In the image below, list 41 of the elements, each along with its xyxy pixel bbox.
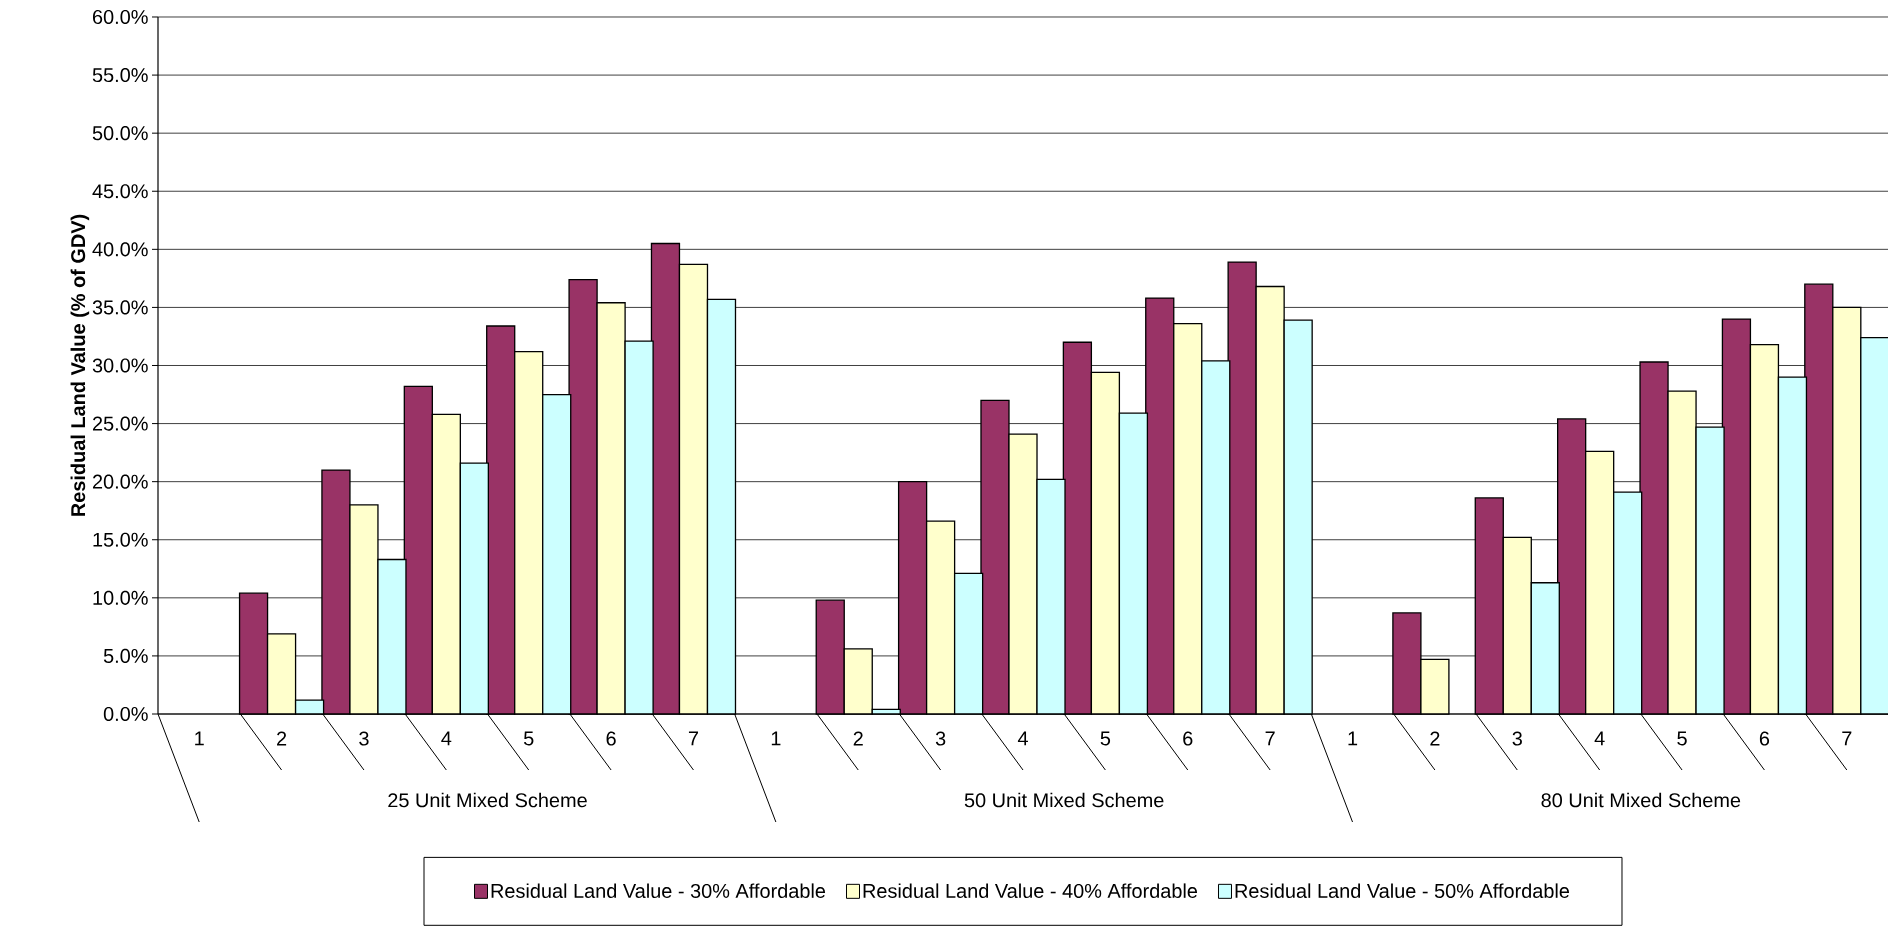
y-tick-label: 25.0% xyxy=(92,416,148,431)
x-tick-label: 7 xyxy=(1265,731,1275,746)
x-tick-label: 5 xyxy=(1100,731,1111,746)
y-tick-label: 50.0% xyxy=(92,126,148,141)
y-tick-label: 30.0% xyxy=(92,358,148,373)
text: 25 Unit Mixed Scheme xyxy=(388,792,587,808)
legend-label: Residual Land Value - 30% Affordable xyxy=(491,883,826,898)
text: 50 Unit Mixed Scheme xyxy=(964,792,1164,808)
y-tick-label: 55.0% xyxy=(92,68,148,83)
x-tick-label: 2 xyxy=(853,731,863,746)
x-tick-label: 3 xyxy=(359,731,369,746)
x-tick-label: 2 xyxy=(277,731,287,746)
x-tick-label: 1 xyxy=(195,731,204,746)
x-tick-label: 2 xyxy=(1430,731,1440,746)
y-tick-label: 45.0% xyxy=(92,184,148,199)
y-tick-label: 5.0% xyxy=(103,648,148,663)
legend-label: Residual Land Value - 40% Affordable xyxy=(863,883,1198,898)
legend-label: Residual Land Value - 50% Affordable xyxy=(1235,883,1570,898)
y-tick-label: 20.0% xyxy=(92,474,148,489)
x-tick-label: 4 xyxy=(1594,731,1605,746)
y-tick-label: 60.0% xyxy=(93,9,148,25)
x-tick-label: 7 xyxy=(1842,731,1852,746)
y-tick-label: 10.0% xyxy=(93,590,148,605)
y-tick-label: 35.0% xyxy=(92,300,148,315)
x-tick-label: 5 xyxy=(523,731,534,746)
y-axis-title: Residual Land Value (% of GDV) xyxy=(70,214,90,516)
x-tick-label: 3 xyxy=(1512,731,1522,746)
x-tick-label: 6 xyxy=(1183,731,1193,746)
x-tick-label: 3 xyxy=(935,731,946,746)
x-tick-label: 4 xyxy=(1017,731,1028,746)
x-tick-label: 1 xyxy=(771,731,781,746)
y-tick-label: 0.0% xyxy=(103,706,148,722)
x-tick-label: 1 xyxy=(1348,731,1358,746)
x-tick-label: 7 xyxy=(688,731,699,746)
x-tick-label: 4 xyxy=(441,731,452,746)
y-tick-label: 40.0% xyxy=(92,242,148,257)
y-tick-label: 15.0% xyxy=(93,532,148,547)
text: 80 Unit Mixed Scheme xyxy=(1541,792,1741,808)
x-tick-label: 5 xyxy=(1677,731,1687,746)
x-tick-label: 6 xyxy=(606,731,616,746)
x-tick-label: 6 xyxy=(1759,731,1770,746)
